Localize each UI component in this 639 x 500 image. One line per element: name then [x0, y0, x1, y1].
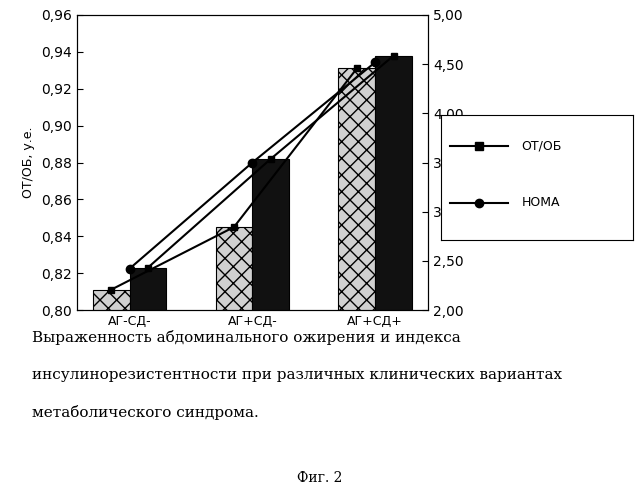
Text: ОТ/ОБ: ОТ/ОБ: [521, 140, 562, 153]
Bar: [339, 68, 375, 500]
Bar: [215, 227, 252, 500]
Bar: [93, 290, 130, 500]
Y-axis label: ОТ/ОБ, у.е.: ОТ/ОБ, у.е.: [22, 126, 35, 198]
Y-axis label: ИР-НОМА, у.е: ИР-НОМА, у.е: [472, 119, 484, 206]
Text: НОМА: НОМА: [521, 196, 560, 209]
Bar: [130, 268, 166, 500]
Bar: [375, 56, 412, 500]
Text: Фиг. 2: Фиг. 2: [296, 471, 343, 485]
Text: метаболического синдрома.: метаболического синдрома.: [32, 405, 259, 420]
Text: Выраженность абдоминального ожирения и индекса: Выраженность абдоминального ожирения и и…: [32, 330, 461, 345]
Text: инсулинорезистентности при различных клинических вариантах: инсулинорезистентности при различных кли…: [32, 368, 562, 382]
Bar: [252, 159, 289, 500]
